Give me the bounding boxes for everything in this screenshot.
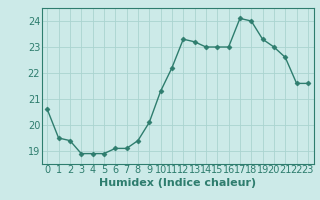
X-axis label: Humidex (Indice chaleur): Humidex (Indice chaleur) (99, 178, 256, 188)
